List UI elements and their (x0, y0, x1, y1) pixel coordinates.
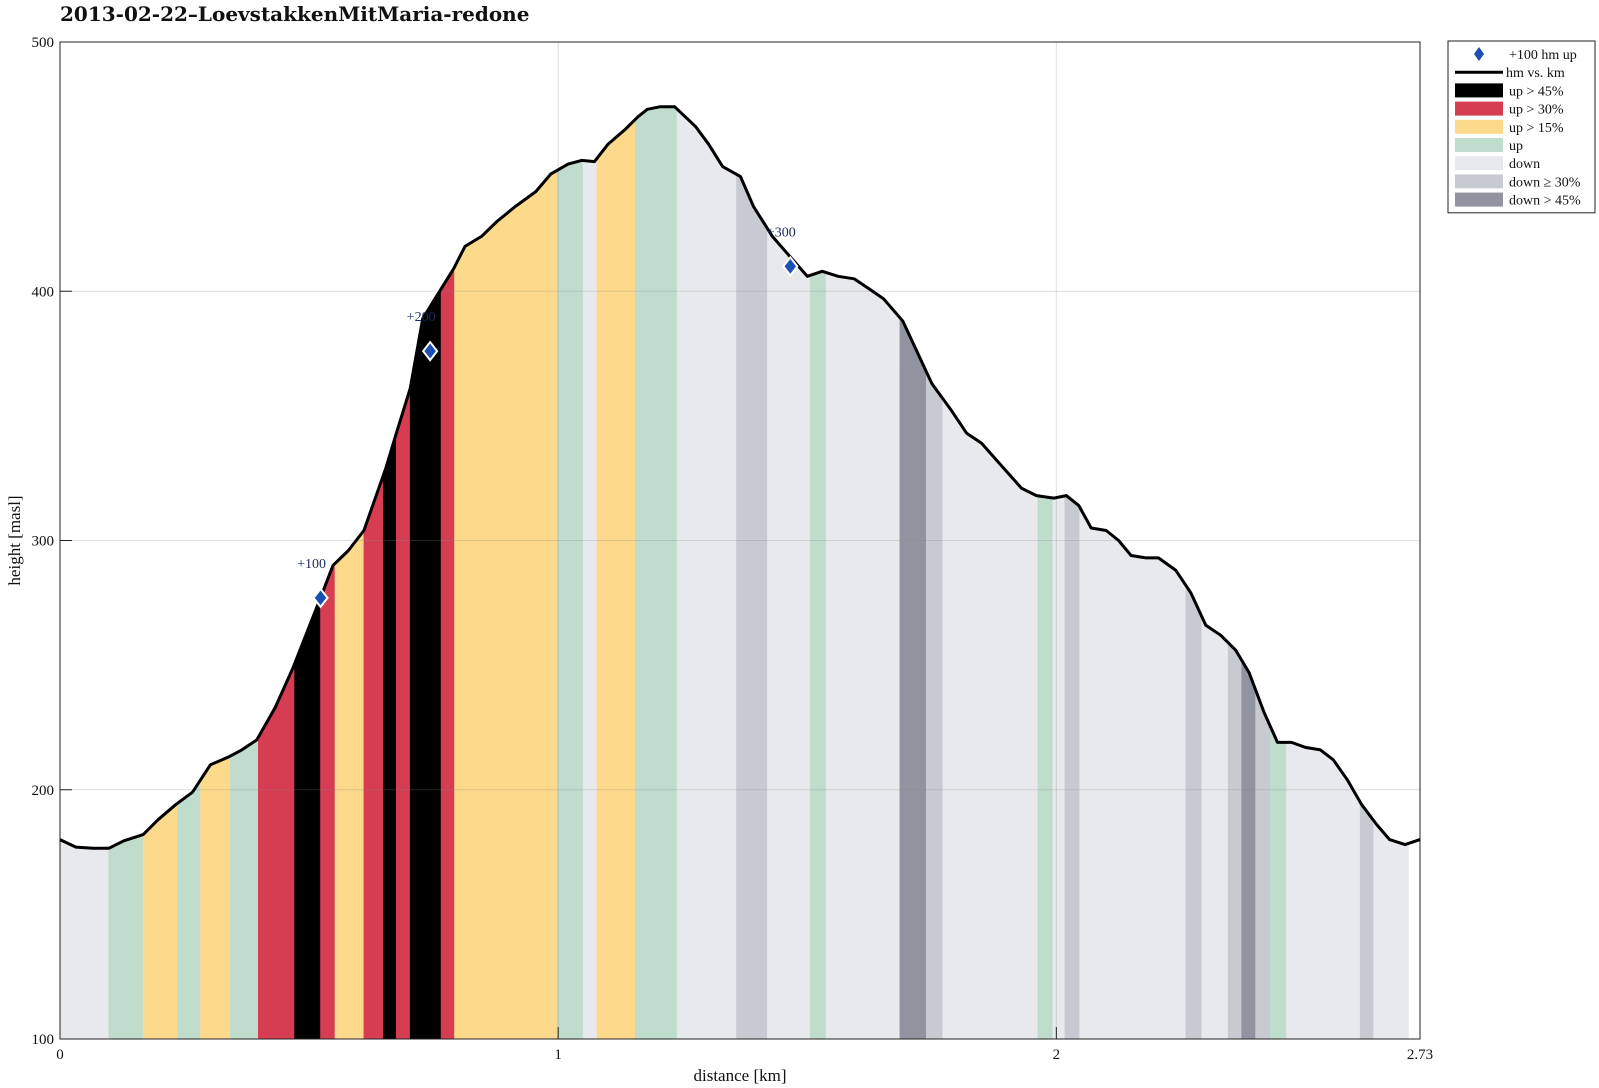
legend-label-down: down (1509, 157, 1540, 172)
segment-down30 (1359, 800, 1374, 1040)
segment-up (177, 779, 201, 1040)
segment-up (1037, 495, 1054, 1040)
segment-up (1270, 726, 1287, 1040)
gradient-segments (59, 106, 1409, 1040)
segment-down (1052, 495, 1066, 1040)
x-tick-label: 2 (1053, 1047, 1061, 1063)
y-tick-label: 100 (32, 1032, 55, 1048)
legend-swatch-down (1455, 156, 1503, 171)
segment-up30 (363, 475, 384, 1040)
legend: +100 hm up hm vs. km up > 45% up > 30% up > … (1447, 40, 1596, 214)
segment-up30 (440, 266, 455, 1040)
profile-line (59, 105, 1421, 850)
legend-swatch-down45 (1455, 192, 1503, 207)
legend-swatch-up15 (1455, 119, 1503, 134)
x-tick-label: 2.73 (1407, 1047, 1433, 1063)
segment-down (942, 397, 1039, 1040)
segment-up30 (258, 663, 295, 1040)
segment-down30 (1255, 689, 1271, 1040)
legend-label-up15: up > 15% (1509, 121, 1564, 136)
segment-down45 (1241, 659, 1256, 1040)
legend-label-up45: up > 45% (1509, 84, 1564, 99)
segment-down (1286, 742, 1361, 1040)
segment-up (108, 834, 144, 1040)
segment-down45 (899, 316, 927, 1040)
segment-down (1373, 819, 1409, 1040)
x-tick-label: 0 (56, 1047, 64, 1063)
segment-down (1201, 616, 1229, 1040)
segment-up15 (596, 118, 636, 1040)
legend-swatch-up (1455, 138, 1503, 152)
segment-up30 (396, 388, 411, 1040)
segment-up45 (383, 433, 397, 1040)
segment-down30 (736, 173, 768, 1040)
axis-ticks: 0 1 2 2.73 100 200 300 400 500 (32, 35, 1434, 1063)
segment-up30 (320, 562, 336, 1040)
legend-label-line: hm vs. km (1506, 66, 1565, 81)
legend-label-down45: down > 45% (1509, 194, 1581, 209)
segment-up45 (409, 287, 442, 1040)
segment-up15 (334, 529, 365, 1040)
segment-up (556, 160, 584, 1040)
y-tick-label: 200 (32, 783, 55, 799)
hm-marker-diamond (421, 340, 439, 362)
segment-up (230, 736, 259, 1040)
segment-down (1079, 506, 1187, 1040)
segment-up15 (454, 169, 558, 1040)
segment-up (809, 270, 827, 1040)
hm-marker-diamond (312, 587, 329, 609)
segment-down30 (926, 371, 944, 1040)
segment-down (767, 227, 811, 1040)
legend-label-up30: up > 30% (1509, 103, 1564, 118)
legend-marker-swatch (1474, 47, 1484, 61)
segment-up45 (294, 597, 321, 1040)
segment-up (635, 106, 678, 1040)
chart-title: 2013-02-22–LoevstakkenMitMaria-redone (60, 2, 529, 26)
hm-marker-label: +100 (297, 557, 326, 572)
segment-down30 (1064, 495, 1081, 1040)
legend-swatch-up45 (1455, 83, 1503, 98)
legend-swatch-up30 (1455, 101, 1503, 116)
hm-marker-diamond (782, 255, 799, 277)
segment-down (59, 839, 110, 1040)
segment-down30 (1185, 584, 1203, 1040)
segment-down (825, 272, 901, 1040)
segment-up15 (200, 755, 231, 1040)
y-tick-label: 400 (32, 284, 55, 300)
x-tick-label: 1 (554, 1047, 562, 1063)
x-axis-label: distance [km] (694, 1066, 787, 1085)
y-axis-label: height [masl] (5, 495, 24, 585)
hm-marker-label: +200 (407, 310, 436, 325)
segment-down (676, 108, 737, 1040)
segment-down30 (1227, 641, 1242, 1040)
y-tick-label: 500 (32, 35, 55, 51)
legend-swatch-down30 (1455, 174, 1503, 189)
legend-label-marker: +100 hm up (1509, 48, 1577, 63)
grid-lines (60, 42, 1420, 1039)
legend-label-up: up (1509, 139, 1523, 154)
hm-markers: +100 +200 +300 (297, 225, 799, 609)
segment-up15 (142, 802, 178, 1040)
segment-down (582, 157, 598, 1040)
legend-label-down30: down ≥ 30% (1509, 175, 1581, 190)
hm-marker-label: +300 (767, 225, 796, 240)
y-tick-label: 300 (32, 534, 55, 550)
